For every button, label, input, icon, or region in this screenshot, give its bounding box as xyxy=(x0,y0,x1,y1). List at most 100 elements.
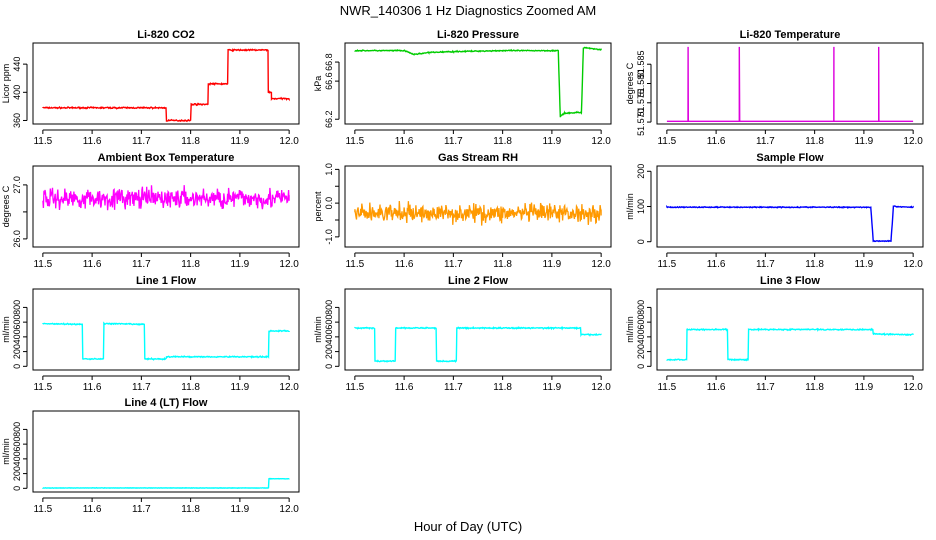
x-tick-label: 11.5 xyxy=(657,136,676,147)
series-line xyxy=(354,325,602,363)
x-tick-label: 11.8 xyxy=(493,382,512,393)
x-tick-label: 11.5 xyxy=(657,259,676,270)
x-tick-label: 11.5 xyxy=(657,382,676,393)
plot-frame xyxy=(32,165,300,248)
x-tick-label: 12.0 xyxy=(903,136,923,147)
series-line xyxy=(42,477,290,490)
series-line xyxy=(42,185,290,211)
x-tick-label: 11.6 xyxy=(395,259,414,270)
x-tick-label: 11.7 xyxy=(756,136,775,147)
chart-panel-2: Li-820 Pressure 11.5 11.6 11.7 11.8 11.9 12.0 6… xyxy=(313,29,612,147)
y-tick-label: -1.0 xyxy=(324,229,334,245)
chart-panel-3: Li-820 Temperature 11.5 11.6 11.7 11.8 11.9 12… xyxy=(625,29,924,147)
x-tick-label: 11.5 xyxy=(33,504,52,515)
plot-frame xyxy=(344,42,612,125)
x-tick-label: 12.0 xyxy=(279,136,299,147)
x-tick-label: 11.6 xyxy=(395,136,414,147)
y-tick-label: 0 xyxy=(12,364,22,369)
y-tick-label: 0 xyxy=(12,486,22,491)
x-tick-label: 11.6 xyxy=(707,382,726,393)
y-tick-label: 800 xyxy=(324,300,334,315)
x-tick-label: 11.7 xyxy=(444,259,463,270)
x-tick-label: 11.8 xyxy=(181,504,200,515)
y-tick-label: 51.575 xyxy=(636,89,646,117)
chart-panel-5: Gas Stream RH 11.5 11.6 11.7 11.8 11.9 12.0 -1.… xyxy=(313,152,612,270)
panel-title: Li-820 Temperature xyxy=(740,29,841,41)
y-tick-label: 200 xyxy=(12,466,22,481)
y-tick-label: 0 xyxy=(636,239,646,244)
y-tick-label: 200 xyxy=(636,164,646,179)
chart-panel-4: Ambient Box Temperature 11.5 11.6 11.7 11.8 1… xyxy=(1,152,300,270)
y-tick-label: 0 xyxy=(324,364,334,369)
x-tick-label: 12.0 xyxy=(279,259,299,270)
y-tick-label: 600 xyxy=(324,315,334,330)
y-tick-label: 26.0 xyxy=(12,230,22,248)
x-tick-label: 11.7 xyxy=(444,136,463,147)
x-tick-label: 11.7 xyxy=(132,136,151,147)
x-tick-label: 11.9 xyxy=(855,382,874,393)
x-tick-label: 12.0 xyxy=(903,382,923,393)
panel-title: Sample Flow xyxy=(756,152,824,164)
x-tick-label: 11.8 xyxy=(181,382,200,393)
x-tick-label: 12.0 xyxy=(591,382,611,393)
y-axis-label: ml/min xyxy=(313,316,323,343)
y-axis-label: ml/min xyxy=(625,193,635,220)
chart-panel-6: Sample Flow 11.5 11.6 11.7 11.8 11.9 12.0 0 100 2… xyxy=(625,152,924,270)
x-tick-label: 11.7 xyxy=(132,504,151,515)
y-tick-label: 1.0 xyxy=(324,163,334,176)
plot-frame xyxy=(32,410,300,493)
panel-title: Gas Stream RH xyxy=(438,152,518,164)
x-tick-label: 11.5 xyxy=(345,259,364,270)
x-tick-label: 11.8 xyxy=(181,136,200,147)
y-tick-label: 800 xyxy=(12,300,22,315)
series-line xyxy=(666,204,914,243)
x-tick-label: 11.9 xyxy=(543,136,562,147)
plot-frame xyxy=(656,165,924,248)
x-tick-label: 11.9 xyxy=(231,504,250,515)
y-tick-label: 400 xyxy=(636,329,646,344)
x-tick-label: 11.8 xyxy=(181,259,200,270)
chart-panel-10: Line 4 (LT) Flow 11.5 11.6 11.7 11.8 11.9 12.0… xyxy=(1,397,300,515)
x-tick-label: 11.5 xyxy=(33,259,52,270)
y-axis-label: Licor ppm xyxy=(1,64,11,104)
y-tick-label: 100 xyxy=(636,199,646,214)
y-tick-label: 0.0 xyxy=(324,197,334,210)
y-tick-label: 400 xyxy=(12,85,22,100)
plot-frame xyxy=(344,165,612,248)
series-line xyxy=(354,46,602,118)
x-tick-label: 12.0 xyxy=(591,136,611,147)
chart-panel-1: Li-820 CO2 11.5 11.6 11.7 11.8 11.9 12.0 360 400… xyxy=(1,29,300,147)
y-tick-label: 200 xyxy=(324,344,334,359)
x-tick-label: 11.9 xyxy=(231,259,250,270)
x-tick-label: 11.6 xyxy=(707,136,726,147)
x-tick-label: 11.7 xyxy=(756,382,775,393)
x-tick-label: 11.6 xyxy=(707,259,726,270)
x-tick-label: 11.5 xyxy=(345,382,364,393)
x-tick-label: 11.6 xyxy=(395,382,414,393)
y-tick-label: 51.585 xyxy=(636,50,646,78)
x-tick-label: 12.0 xyxy=(903,259,923,270)
y-tick-label: 27.0 xyxy=(12,176,22,194)
series-line xyxy=(354,200,602,226)
x-tick-label: 11.6 xyxy=(83,504,102,515)
x-tick-label: 12.0 xyxy=(279,382,299,393)
x-tick-label: 11.9 xyxy=(231,136,250,147)
panel-title: Li-820 CO2 xyxy=(137,29,194,41)
plot-frame xyxy=(32,288,300,371)
panel-title: Li-820 Pressure xyxy=(437,29,519,41)
x-tick-label: 11.5 xyxy=(345,136,364,147)
y-axis-label: kPa xyxy=(313,76,323,92)
x-tick-label: 11.6 xyxy=(83,136,102,147)
x-tick-label: 11.9 xyxy=(543,382,562,393)
y-tick-label: 66.8 xyxy=(324,53,334,71)
y-tick-label: 200 xyxy=(12,344,22,359)
x-tick-label: 11.9 xyxy=(543,259,562,270)
y-tick-label: 800 xyxy=(636,300,646,315)
panel-title: Line 2 Flow xyxy=(448,275,508,287)
x-tick-label: 11.7 xyxy=(756,259,775,270)
x-tick-label: 11.6 xyxy=(83,259,102,270)
y-tick-label: 66.2 xyxy=(324,110,334,128)
y-tick-label: 200 xyxy=(636,344,646,359)
series-line xyxy=(666,46,914,123)
